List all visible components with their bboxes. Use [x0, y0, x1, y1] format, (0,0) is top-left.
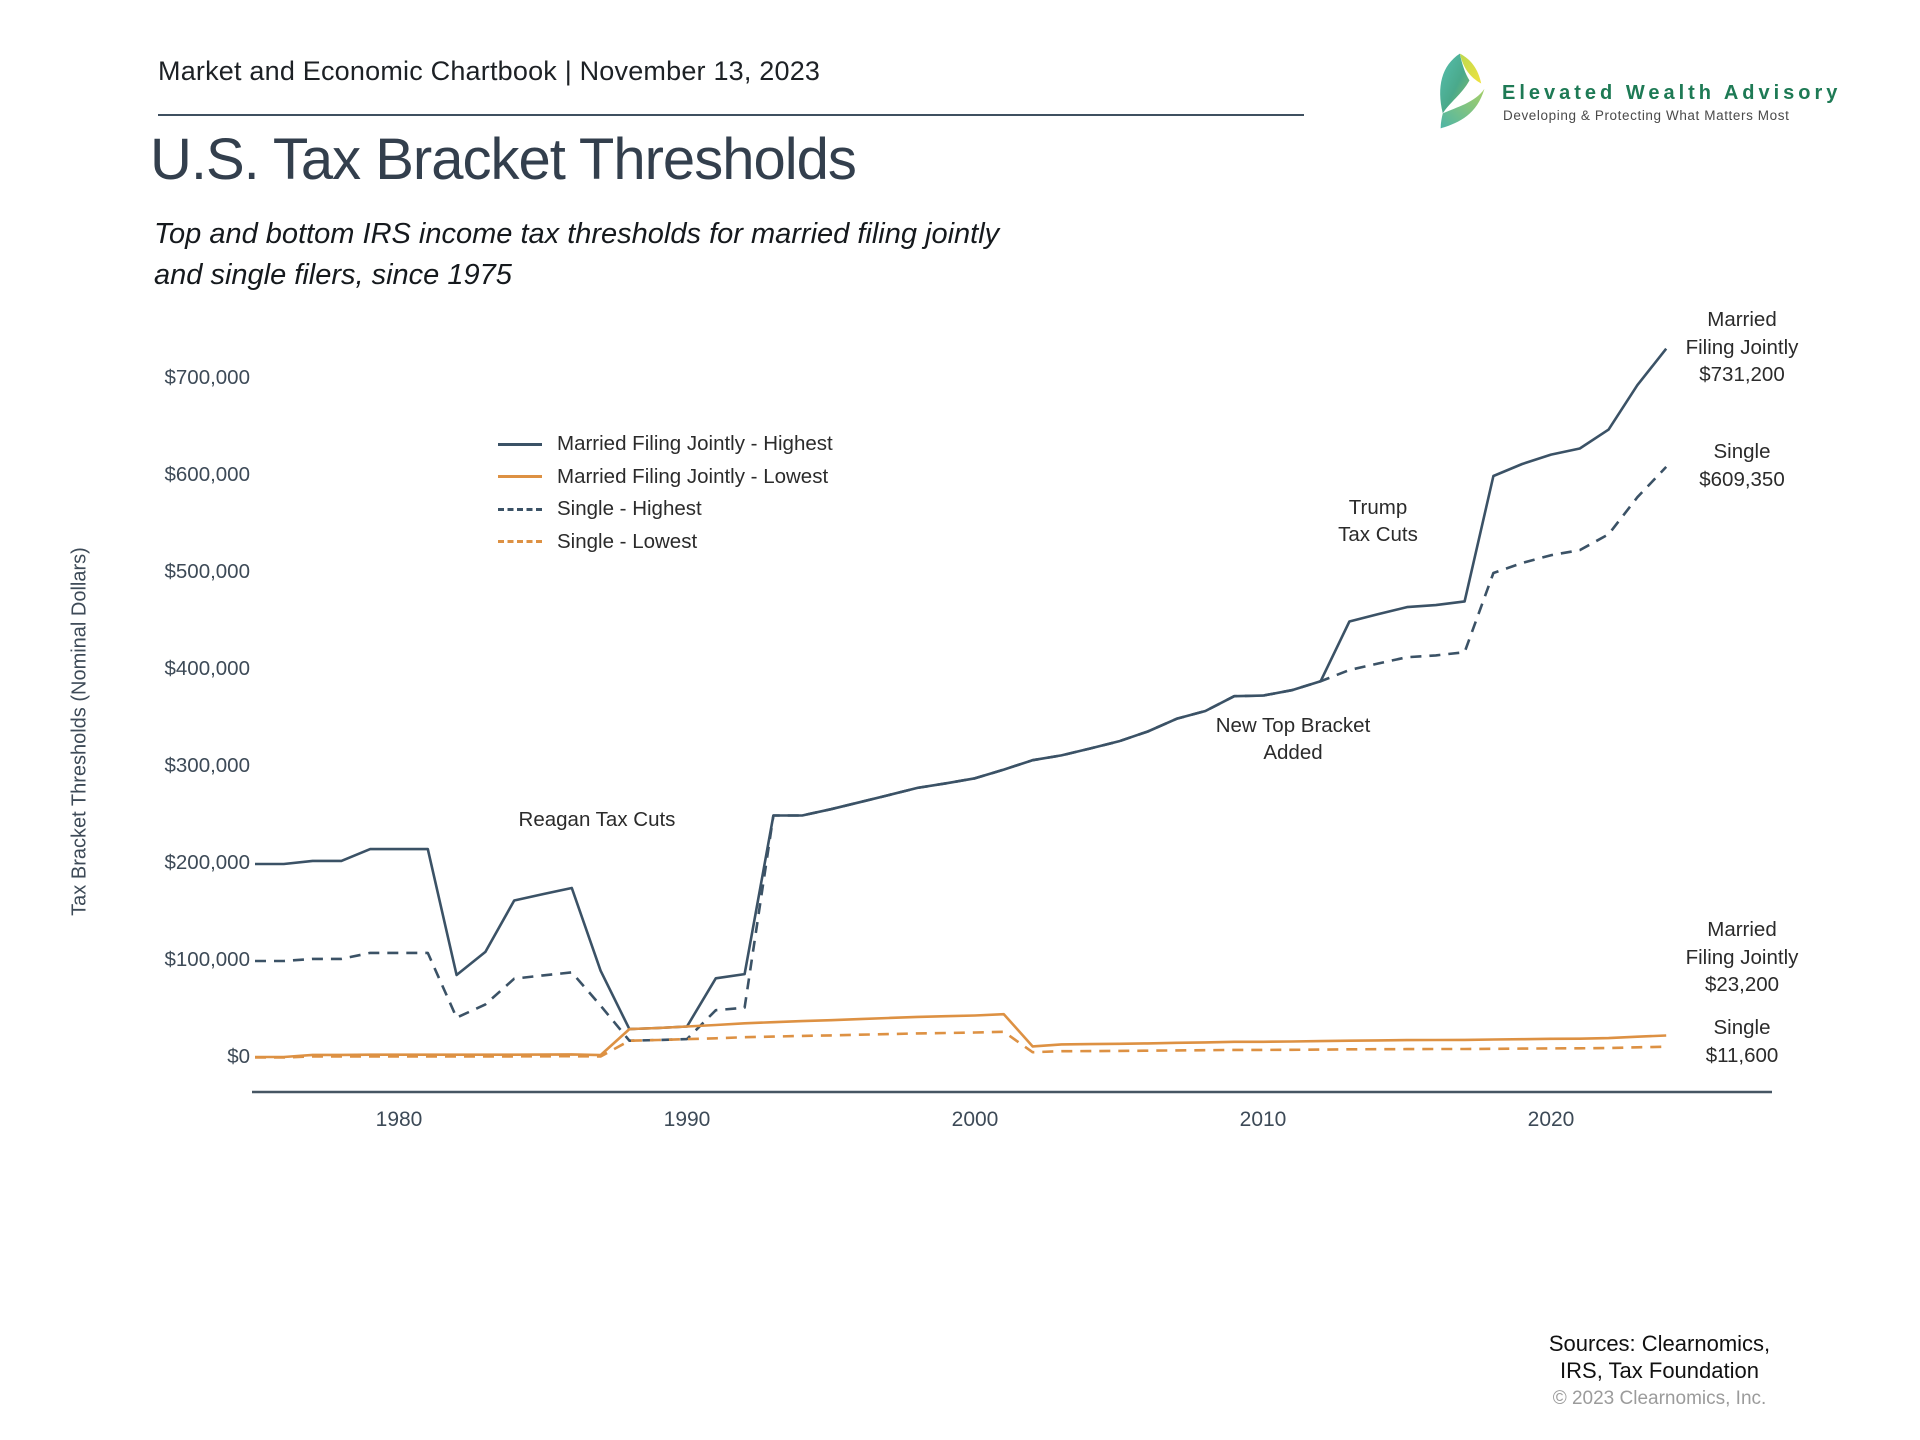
legend-label: Married Filing Jointly - Lowest — [557, 464, 829, 488]
series-line-married-filing-jointly-highest — [255, 347, 1668, 1031]
end-label-value: $609,350 — [1699, 467, 1785, 491]
end-label-line: Single — [1713, 1016, 1771, 1039]
y-tick-200000: $200,000 — [164, 851, 250, 874]
annotation-line: Added — [1263, 741, 1323, 764]
legend-line-sample-dashed-navy — [498, 507, 542, 511]
legend-line-sample-dashed-orange — [498, 540, 542, 544]
annotation-line: New Top Bracket — [1215, 714, 1371, 737]
brand-name: Elevated Wealth Advisory — [1502, 82, 1842, 104]
end-label-line: Filing Jointly — [1685, 945, 1799, 969]
brand-tagline: Developing & Protecting What Matters Mos… — [1503, 108, 1790, 123]
legend-label: Single - Lowest — [557, 529, 698, 553]
y-tick-0: $0 — [227, 1045, 250, 1068]
page-subtitle: Top and bottom IRS income tax thresholds… — [154, 214, 999, 296]
end-label-married-filing-jointly-lowest: Married Filing Jointly $23,200 — [1652, 916, 1832, 999]
series-line-single-highest — [255, 466, 1668, 1042]
annotation-reagan-tax-cuts: Reagan Tax Cuts — [518, 808, 676, 831]
x-tick-1980: 1980 — [375, 1108, 423, 1131]
legend-item-single-highest: Single - Highest — [498, 493, 833, 526]
elevated-wealth-logo-icon — [1440, 53, 1485, 129]
y-tick-500000: $500,000 — [164, 560, 250, 583]
page-header: Market and Economic Chartbook | November… — [158, 56, 821, 86]
legend-line-sample-solid-navy — [498, 442, 542, 446]
end-label-single-lowest: Single $11,600 — [1652, 1014, 1832, 1069]
end-label-line: Filing Jointly — [1685, 335, 1799, 359]
annotation-new-top-bracket: New Top Bracket Added — [1163, 712, 1423, 766]
annotation-trump-tax-cuts: Trump Tax Cuts — [1298, 494, 1458, 548]
x-tick-2020: 2020 — [1527, 1108, 1575, 1131]
copyright-note: © 2023 Clearnomics, Inc. — [1552, 1388, 1767, 1409]
legend-line-sample-solid-orange — [498, 475, 542, 479]
sources-line: IRS, Tax Foundation — [1560, 1358, 1759, 1383]
subtitle-line-2: and single filers, since 1975 — [154, 259, 512, 291]
annotation-line: Trump — [1348, 496, 1408, 519]
legend-item-mfj-highest: Married Filing Jointly - Highest — [498, 428, 833, 461]
sources-note: Sources: Clearnomics, IRS, Tax Foundatio… — [1487, 1330, 1832, 1384]
y-tick-700000: $700,000 — [164, 366, 250, 389]
y-tick-100000: $100,000 — [164, 948, 250, 971]
annotation-line: Tax Cuts — [1338, 523, 1418, 546]
end-label-line: Married — [1707, 308, 1777, 331]
end-label-value: $11,600 — [1705, 1043, 1779, 1067]
y-tick-600000: $600,000 — [164, 463, 250, 486]
y-tick-400000: $400,000 — [164, 657, 250, 680]
x-tick-2000: 2000 — [951, 1108, 999, 1131]
legend-label: Single - Highest — [557, 497, 702, 521]
sources-line: Sources: Clearnomics, — [1548, 1331, 1771, 1356]
page-title: U.S. Tax Bracket Thresholds — [150, 127, 857, 192]
end-label-married-filing-jointly-highest: Married Filing Jointly $731,200 — [1652, 306, 1832, 389]
end-label-line: Single — [1713, 440, 1771, 463]
series-line-single-lowest — [255, 1030, 1667, 1059]
x-tick-2010: 2010 — [1239, 1108, 1287, 1131]
end-label-single-highest: Single $609,350 — [1652, 438, 1832, 493]
end-label-value: $23,200 — [1704, 973, 1780, 996]
series-line-married-filing-jointly-lowest — [255, 1012, 1667, 1059]
legend-label: Married Filing Jointly - Highest — [557, 432, 833, 456]
x-tick-1990: 1990 — [663, 1108, 711, 1131]
y-tick-300000: $300,000 — [164, 754, 250, 777]
end-label-value: $731,200 — [1699, 363, 1785, 386]
subtitle-line-1: Top and bottom IRS income tax thresholds… — [154, 218, 1000, 250]
legend-item-single-lowest: Single - Lowest — [498, 526, 833, 559]
legend-item-mfj-lowest: Married Filing Jointly - Lowest — [498, 461, 833, 494]
end-label-line: Married — [1707, 918, 1777, 941]
chart-legend: Married Filing Jointly - Highest Married… — [498, 428, 833, 558]
header-divider — [158, 114, 1304, 116]
